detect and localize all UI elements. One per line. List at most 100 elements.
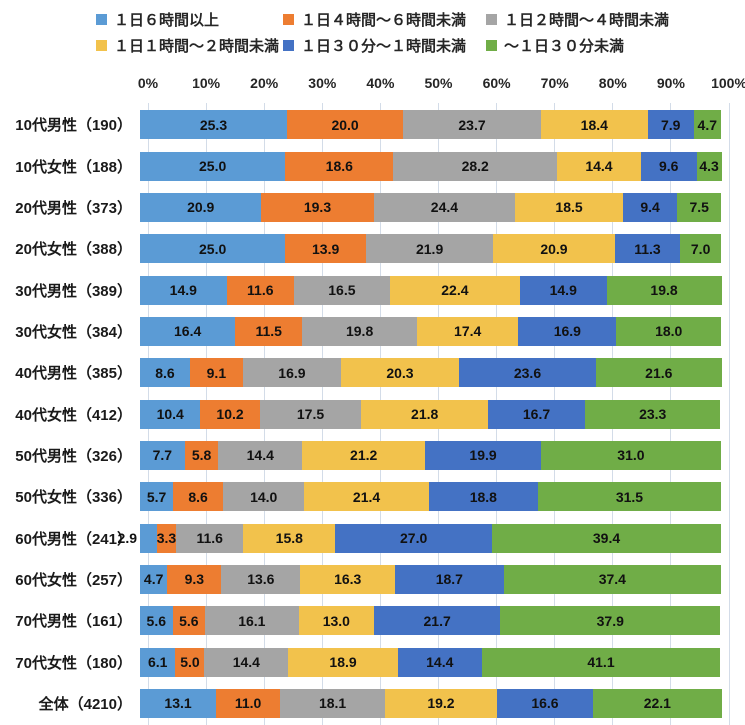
category-label: 60代男性（241） — [15, 530, 132, 548]
legend-label: １日４時間～６時間未満 — [301, 11, 467, 29]
legend-item: １日１時間～２時間未満 — [96, 36, 279, 55]
stacked-bar: 6.1 5.0 14.4 18.9 14.4 41.1 — [140, 647, 721, 677]
stacked-bar: 5.6 5.6 16.1 13.0 21.7 37.9 — [140, 606, 721, 636]
stacked-bar: 2.9 3.3 11.6 15.8 27.0 39.4 — [118, 523, 721, 553]
bar-segment: 37.9 — [500, 606, 721, 636]
bar-value-label: 18.7 — [435, 571, 463, 588]
bar-value-label: 18.9 — [329, 654, 357, 671]
bar-segment: 17.4 — [417, 316, 519, 346]
bar-segment: 18.0 — [616, 316, 721, 346]
bar-value-label: 6.1 — [147, 654, 168, 671]
bar-value-label: 16.7 — [522, 406, 551, 423]
bar-segment: 25.0 — [140, 234, 286, 264]
bar-segment: 7.7 — [140, 440, 185, 470]
bar-segment: 25.0 — [140, 151, 286, 181]
category-label: 全体（4210） — [38, 695, 132, 713]
bar-value-label: 11.5 — [255, 323, 282, 340]
bar-segment: 5.8 — [184, 440, 219, 470]
bar-value-label: 22.1 — [643, 695, 671, 712]
bar-value-label: 4.7 — [143, 571, 164, 588]
stacked-bar: 25.0 18.6 28.2 14.4 9.6 4.3 — [140, 151, 722, 181]
bar-segment: 18.9 — [288, 647, 398, 677]
bar-segment: 16.7 — [488, 399, 586, 429]
bar-segment: 23.7 — [403, 110, 541, 140]
bar-value-label: 17.5 — [296, 406, 325, 423]
bar-row: 30代男性（389） 14.9 11.6 16.5 22.4 14.9 19.8 — [0, 269, 745, 310]
bar-segment: 27.0 — [335, 523, 493, 553]
bar-segment: 5.6 — [172, 606, 206, 636]
bar-row: 10代女性（188） 25.0 18.6 28.2 14.4 9.6 4.3 — [0, 145, 745, 186]
bar-value-label: 16.4 — [174, 323, 202, 340]
bar-segment: 16.4 — [140, 316, 236, 346]
bar-value-label: 18.1 — [318, 695, 347, 712]
bar-segment: 16.1 — [205, 606, 299, 636]
bar-row: 50代男性（326） 7.7 5.8 14.4 21.2 19.9 31.0 — [0, 435, 745, 476]
bar-row: 40代男性（385） 8.6 9.1 16.9 20.3 23.6 21.6 — [0, 352, 745, 393]
bar-value-label: 18.4 — [580, 116, 608, 133]
bar-segment: 31.0 — [540, 440, 721, 470]
bar-segment: 19.8 — [606, 275, 722, 305]
bar-value-label: 11.6 — [247, 282, 274, 299]
bar-segment: 23.3 — [585, 399, 721, 429]
x-axis-tick-label: 90% — [656, 75, 685, 91]
bar-segment: 9.1 — [189, 358, 243, 388]
bar-segment: 19.2 — [385, 688, 497, 718]
bar-row: 20代女性（388） 25.0 13.9 21.9 20.9 11.3 7.0 — [0, 228, 745, 269]
bar-value-label: 9.4 — [640, 199, 660, 216]
bar-value-label: 25.0 — [199, 158, 227, 175]
stacked-bar: 8.6 9.1 16.9 20.3 23.6 21.6 — [140, 358, 722, 388]
bar-value-label: 10.4 — [156, 406, 184, 423]
legend-item: ～１日３０分未満 — [486, 36, 625, 55]
bar-segment: 16.3 — [300, 564, 396, 594]
x-axis-tick-label: 30% — [308, 75, 337, 91]
bar-value-label: 16.3 — [334, 571, 362, 588]
category-label: 40代男性（385） — [15, 365, 132, 383]
x-axis-tick-label: 70% — [540, 75, 569, 91]
bar-segment: 22.4 — [389, 275, 520, 305]
bar-segment: 18.7 — [395, 564, 504, 594]
bar-segment: 17.5 — [259, 399, 362, 429]
stacked-bar: 10.4 10.2 17.5 21.8 16.7 23.3 — [140, 399, 721, 429]
category-label: 30代男性（389） — [15, 282, 132, 300]
bar-segment: 21.9 — [366, 234, 494, 264]
x-axis-tick-label: 60% — [482, 75, 511, 91]
bar-value-label: 21.7 — [423, 612, 451, 629]
stacked-bar: 16.4 11.5 19.8 17.4 16.9 18.0 — [140, 316, 721, 346]
bar-value-label: 21.2 — [350, 447, 378, 464]
bar-value-label: 5.8 — [191, 447, 212, 464]
stacked-bar: 14.9 11.6 16.5 22.4 14.9 19.8 — [140, 275, 722, 305]
x-axis: 0% 10% 20% 30% 40% 50% 60% 70% 80% 90% 100% — [138, 75, 745, 97]
stacked-bar: 25.3 20.0 23.7 18.4 7.9 4.7 — [140, 110, 721, 140]
bar-segment: 7.5 — [677, 192, 721, 222]
bar-value-label: 39.4 — [592, 530, 621, 547]
bar-value-label: 7.9 — [660, 116, 681, 133]
stacked-bar: 5.7 8.6 14.0 21.4 18.8 31.5 — [140, 482, 721, 512]
bar-value-label: 37.4 — [598, 571, 626, 588]
bar-value-label: 11.3 — [634, 240, 661, 257]
stacked-bar: 7.7 5.8 14.4 21.2 19.9 31.0 — [140, 440, 721, 470]
bar-value-label: 20.9 — [187, 199, 215, 216]
legend-color-swatch — [486, 39, 497, 51]
bar-segment: 4.7 — [140, 564, 168, 594]
legend-label: ～１日３０分未満 — [504, 37, 625, 55]
bar-row: 20代男性（373） 20.9 19.3 24.4 18.5 9.4 7.5 — [0, 187, 745, 228]
bar-value-label: 7.0 — [690, 240, 711, 257]
bar-value-label: 20.0 — [331, 116, 359, 133]
bar-value-label: 11.6 — [196, 530, 223, 547]
bar-value-label: 7.7 — [152, 447, 173, 464]
bar-value-label: 31.5 — [615, 488, 644, 505]
bar-segment: 5.0 — [175, 647, 205, 677]
bar-segment: 10.2 — [200, 399, 260, 429]
bar-value-label: 13.9 — [312, 240, 340, 257]
bar-segment: 18.6 — [285, 151, 394, 181]
category-label: 20代男性（373） — [15, 199, 132, 217]
category-label: 70代男性（161） — [15, 613, 132, 631]
bar-segment: 18.4 — [540, 110, 648, 140]
category-label: 50代男性（326） — [15, 447, 132, 465]
bar-segment: 11.6 — [226, 275, 294, 305]
bar-segment: 14.9 — [140, 275, 227, 305]
bar-segment: 10.4 — [140, 399, 201, 429]
bar-segment: 19.8 — [302, 316, 418, 346]
bar-segment: 28.2 — [393, 151, 558, 181]
